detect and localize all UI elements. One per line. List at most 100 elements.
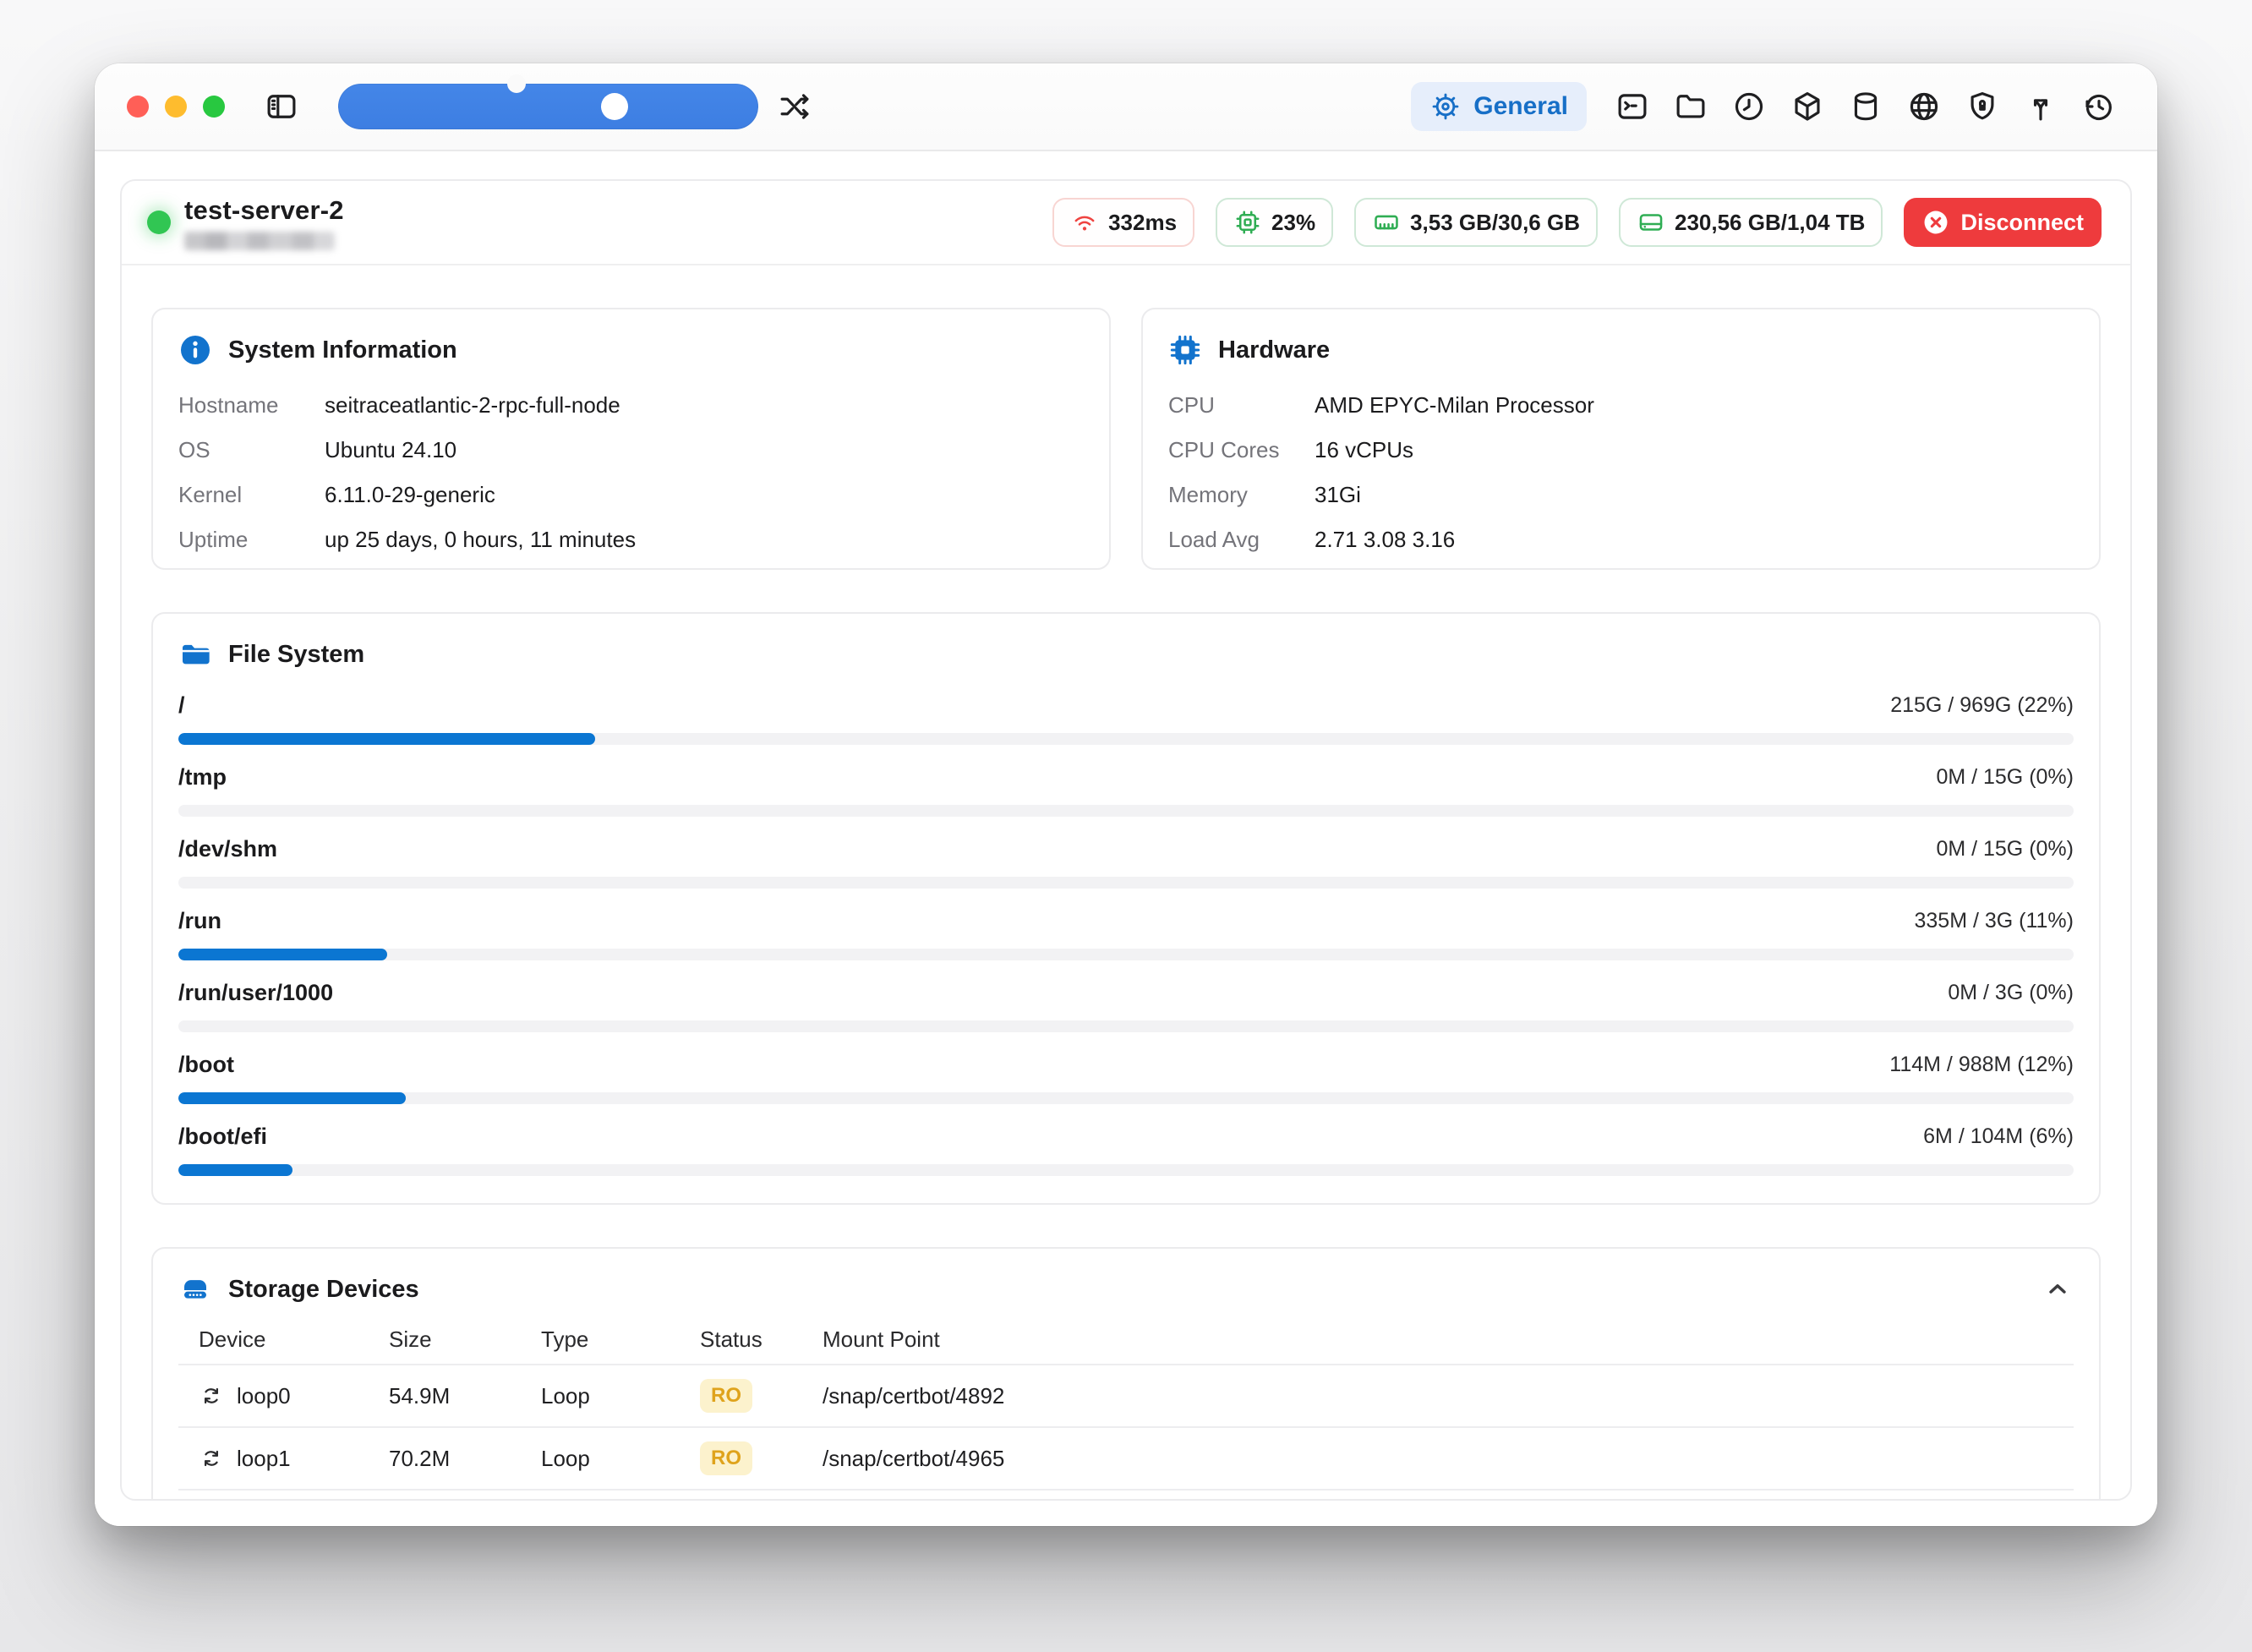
mount-usage: 215G / 969G (22%): [1890, 692, 2074, 717]
row-value: Ubuntu 24.10: [325, 437, 457, 462]
panel-title: Storage Devices: [228, 1275, 419, 1303]
ping-value: 332ms: [1108, 209, 1178, 235]
panel-title: Hardware: [1218, 336, 1331, 364]
fs-mount-row: /dev/shm 0M / 15G (0%): [178, 834, 2074, 889]
wifi-icon: [1074, 216, 1095, 231]
usage-bar-track: [178, 1164, 2074, 1176]
globe-icon: [1910, 92, 1938, 121]
col-device: Device: [199, 1326, 266, 1352]
close-button[interactable]: [127, 96, 149, 118]
col-size: Size: [389, 1326, 432, 1352]
panel-title: System Information: [228, 336, 457, 364]
row-value: 6.11.0-29-generic: [325, 482, 495, 507]
cpu-usage-value: 23%: [1271, 209, 1316, 235]
disconnect-label: Disconnect: [1960, 209, 2084, 235]
disconnect-button[interactable]: Disconnect: [1904, 198, 2102, 247]
split-icon: [2033, 99, 2048, 121]
address-bar-redacted[interactable]: [338, 74, 758, 129]
sidebar-toggle-icon: [267, 95, 296, 118]
package-icon: [1795, 92, 1820, 121]
col-type: Type: [541, 1326, 589, 1352]
folder-icon: [1676, 95, 1705, 118]
row-label: Load Avg: [1168, 527, 1260, 552]
mount-usage: 0M / 15G (0%): [1936, 836, 2074, 861]
info-row-kernel: Kernel 6.11.0-29-generic: [178, 482, 1084, 508]
col-status: Status: [700, 1326, 763, 1352]
history-icon: [2085, 94, 2112, 120]
col-mount-point: Mount Point: [823, 1326, 940, 1352]
content-area: test-server-2 332ms: [95, 151, 2157, 1526]
tab-history[interactable]: [2081, 89, 2117, 124]
server-identity: test-server-2: [184, 195, 344, 250]
hw-row-cores: CPU Cores 16 vCPUs: [1168, 437, 2074, 463]
usage-bar-track: [178, 1092, 2074, 1104]
usage-bar-fill: [178, 949, 387, 960]
usage-bar-fill: [178, 1164, 292, 1176]
mount-usage: 114M / 988M (12%): [1889, 1052, 2074, 1076]
usage-bar-track: [178, 949, 2074, 960]
minimize-button[interactable]: [165, 96, 187, 118]
mount-path: /run: [178, 907, 221, 933]
tab-security[interactable]: [1965, 89, 2000, 124]
usage-bar-track: [178, 877, 2074, 889]
row-label: Kernel: [178, 482, 243, 507]
address-bar-knob[interactable]: [601, 93, 628, 120]
device-type: Loop: [541, 1445, 590, 1471]
shuffle-button[interactable]: [777, 89, 812, 124]
fs-mount-row: /boot 114M / 988M (12%): [178, 1050, 2074, 1104]
tab-general[interactable]: General: [1411, 82, 1587, 131]
fs-mount-row: /boot/efi 6M / 104M (6%): [178, 1122, 2074, 1176]
ping-badge: 332ms: [1052, 198, 1195, 247]
file-system-panel: File System / 215G / 969G (22%) /tmp 0M …: [151, 612, 2101, 1205]
disk-badge: 230,56 GB/1,04 TB: [1618, 198, 1883, 247]
address-bar-notch: [507, 74, 526, 93]
tab-database[interactable]: [1848, 89, 1883, 124]
tab-port-forwarding[interactable]: [2023, 89, 2058, 124]
chip-icon: [1170, 335, 1200, 365]
tab-packages[interactable]: [1790, 89, 1825, 124]
usage-bar-track: [178, 805, 2074, 817]
row-label: Memory: [1168, 482, 1248, 507]
device-name: loop0: [237, 1382, 291, 1409]
mount-path: /dev/shm: [178, 835, 278, 862]
zoom-button[interactable]: [203, 96, 225, 118]
table-row: loop0 54.9M Loop RO /snap/certbot/4892: [178, 1365, 2074, 1426]
mount-path: /run/user/1000: [178, 979, 334, 1005]
status-badges: 332ms 23%: [1052, 198, 2102, 247]
info-icon: [181, 336, 210, 364]
gear-icon: [1432, 93, 1459, 120]
collapse-button[interactable]: [2042, 1272, 2074, 1307]
tab-terminal[interactable]: [1615, 89, 1650, 124]
device-mount-point: /snap/certbot/4965: [823, 1445, 1005, 1471]
mount-usage: 6M / 104M (6%): [1923, 1124, 2074, 1148]
loop-device-icon: [199, 1446, 224, 1471]
row-label: OS: [178, 437, 210, 462]
tab-general-label: General: [1473, 92, 1568, 120]
usage-bar-fill: [178, 733, 596, 745]
hw-row-memory: Memory 31Gi: [1168, 482, 2074, 508]
storage-devices-panel: Storage Devices Device Size Type Status …: [151, 1247, 2101, 1499]
tab-files[interactable]: [1673, 89, 1708, 124]
row-value: AMD EPYC-Milan Processor: [1315, 392, 1594, 418]
table-row-partial: [178, 1491, 2074, 1499]
panel-title: File System: [228, 640, 365, 668]
cpu-chip-icon: [1236, 211, 1260, 234]
sidebar-toggle-button[interactable]: [264, 89, 299, 124]
device-size: 54.9M: [389, 1382, 451, 1409]
title-bar: General: [95, 63, 2157, 151]
device-name: loop1: [237, 1445, 291, 1471]
database-icon: [1854, 92, 1878, 121]
tab-network[interactable]: [1906, 89, 1942, 124]
hw-row-cpu: CPU AMD EPYC-Milan Processor: [1168, 392, 2074, 418]
info-row-os: OS Ubuntu 24.10: [178, 437, 1084, 463]
device-type: Loop: [541, 1382, 590, 1409]
server-header: test-server-2 332ms: [122, 181, 2130, 265]
tab-schedule[interactable]: [1731, 89, 1767, 124]
server-address-redacted: [184, 231, 335, 250]
row-value: 2.71 3.08 3.16: [1315, 527, 1456, 552]
chevron-up-icon: [2049, 1283, 2066, 1294]
fs-mount-row: / 215G / 969G (22%): [178, 691, 2074, 745]
device-size: 70.2M: [389, 1445, 451, 1471]
mount-usage: 335M / 3G (11%): [1914, 908, 2074, 933]
loop-device-icon: [199, 1383, 224, 1409]
